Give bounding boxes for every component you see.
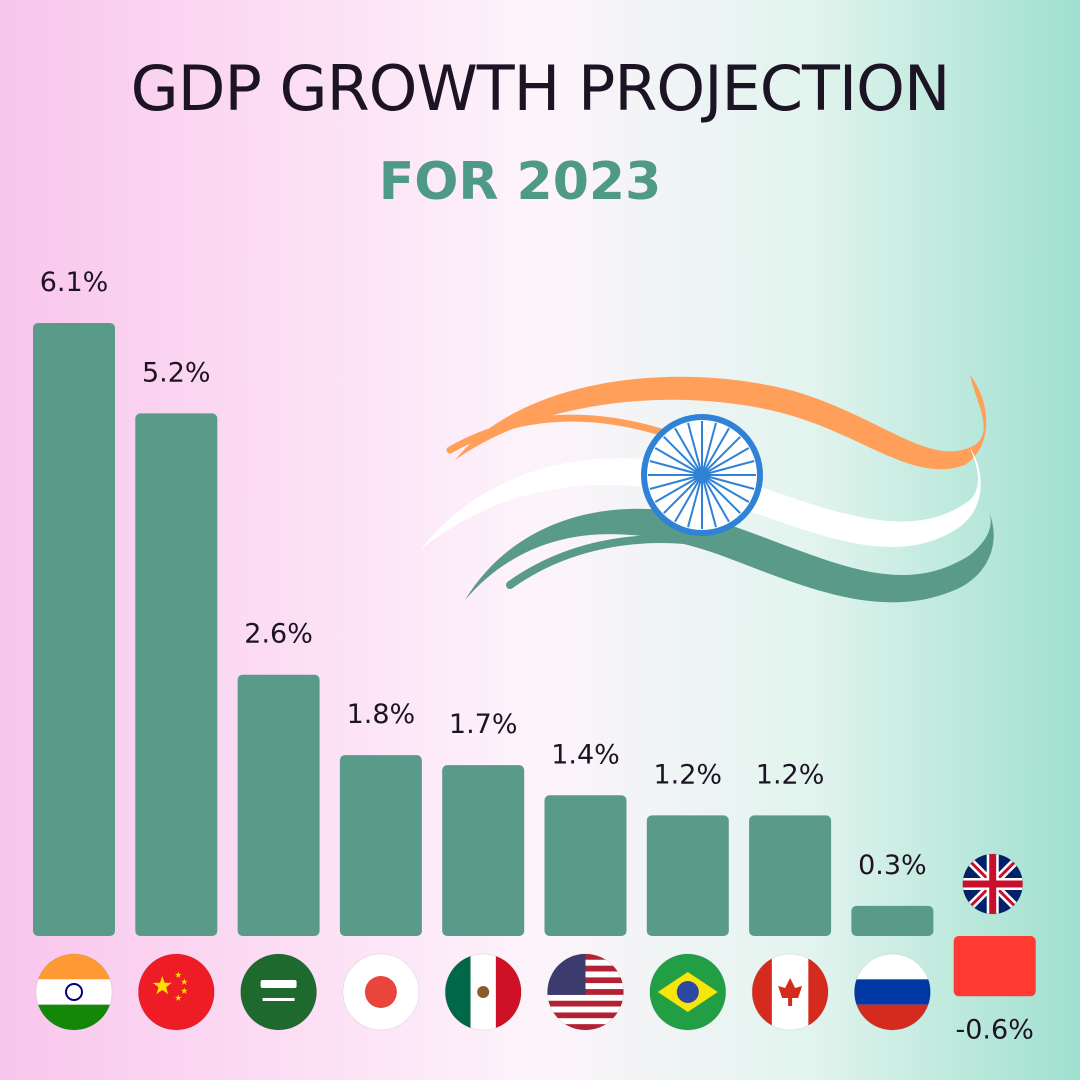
bar-india bbox=[33, 322, 115, 936]
value-label: 0.3% bbox=[858, 850, 927, 881]
india-flag-swoosh-illustration bbox=[420, 375, 994, 603]
value-label: 1.2% bbox=[653, 759, 722, 790]
bar-united-kingdom bbox=[953, 936, 1036, 997]
bar-japan bbox=[339, 755, 422, 936]
value-label: 1.2% bbox=[756, 759, 825, 790]
value-label: 6.1% bbox=[40, 267, 109, 298]
ashoka-chakra-icon bbox=[641, 414, 763, 536]
mexico-flag-icon bbox=[444, 953, 522, 1031]
bar-mexico bbox=[442, 765, 525, 936]
chart-subtitle: FOR 2023 bbox=[378, 152, 662, 212]
bar-china bbox=[135, 413, 218, 936]
china-flag-icon bbox=[137, 953, 215, 1031]
chart-title: GDP GROWTH PROJECTION bbox=[130, 52, 951, 125]
bar-united-states bbox=[544, 795, 627, 936]
brazil-flag-icon bbox=[649, 953, 727, 1031]
canada-flag-icon bbox=[751, 953, 829, 1031]
india-flag-icon bbox=[35, 953, 113, 1031]
value-label: 1.4% bbox=[551, 739, 620, 770]
value-label: 1.7% bbox=[449, 709, 518, 740]
value-label: -0.6% bbox=[956, 1014, 1034, 1045]
value-label: 2.6% bbox=[244, 619, 313, 650]
japan-flag-icon bbox=[342, 953, 420, 1031]
bar-brazil bbox=[646, 815, 729, 936]
bar-saudi-arabia bbox=[237, 674, 320, 936]
uk-flag-icon bbox=[962, 853, 1024, 915]
value-label: 5.2% bbox=[142, 357, 211, 388]
bar-russia bbox=[851, 905, 934, 936]
russia-flag-icon bbox=[853, 953, 931, 1031]
value-label: 1.8% bbox=[347, 699, 416, 730]
usa-flag-icon bbox=[547, 953, 624, 1031]
bar-canada bbox=[749, 815, 832, 936]
saudi-arabia-flag-icon bbox=[240, 953, 318, 1031]
